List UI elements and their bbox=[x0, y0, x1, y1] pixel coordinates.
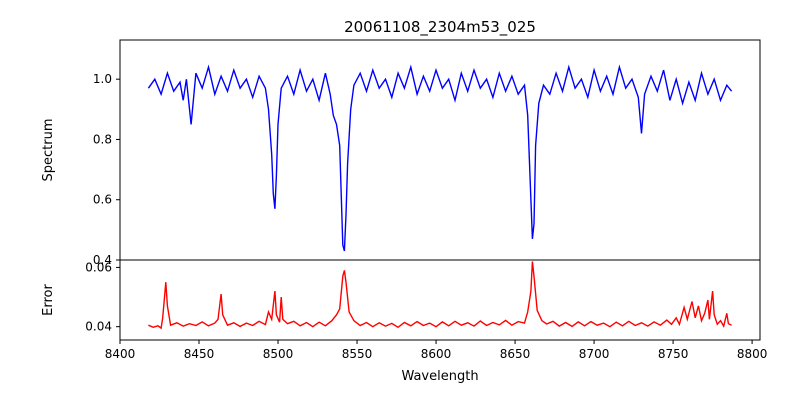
spectrum-panel: 20061108_2304m53_025 0.4 0.6 0.8 1.0 Spectr… bbox=[41, 18, 761, 267]
error-axes-frame bbox=[119, 259, 761, 341]
x-tick-label: 8750 bbox=[658, 347, 689, 361]
x-tick-label: 8800 bbox=[737, 347, 768, 361]
x-axis-label: Wavelength bbox=[401, 369, 478, 384]
spectrum-y-tick-label: 0.8 bbox=[93, 132, 112, 146]
x-tick-label: 8650 bbox=[500, 347, 531, 361]
error-y-tick-label: 0.06 bbox=[85, 260, 112, 274]
x-tick-label: 8550 bbox=[342, 347, 373, 361]
spectrum-y-tick-label: 1.0 bbox=[93, 72, 112, 86]
x-tick-label: 8450 bbox=[184, 347, 215, 361]
error-plot-area bbox=[120, 260, 760, 340]
x-tick-label: 8400 bbox=[105, 347, 136, 361]
spectrum-plot-area bbox=[120, 40, 760, 260]
chart-title: 20061108_2304m53_025 bbox=[344, 18, 536, 37]
error-series-line bbox=[148, 261, 732, 330]
error-y-tick-label: 0.04 bbox=[85, 320, 112, 334]
error-y-axis-label: Error bbox=[41, 284, 56, 316]
x-tick-label: 8700 bbox=[579, 347, 610, 361]
x-tick-label: 8600 bbox=[421, 347, 452, 361]
spectrum-y-tick-label: 0.6 bbox=[93, 193, 112, 207]
spectrum-y-axis-label: Spectrum bbox=[41, 119, 56, 182]
spectrum-y-tick-label: 0.4 bbox=[93, 253, 112, 267]
error-panel: 0.04 0.06 8400 8450 8500 8550 8600 8650 8700 8750… bbox=[41, 259, 768, 384]
x-tick-label: 8500 bbox=[263, 347, 294, 361]
spectrum-series-line bbox=[147, 64, 733, 252]
